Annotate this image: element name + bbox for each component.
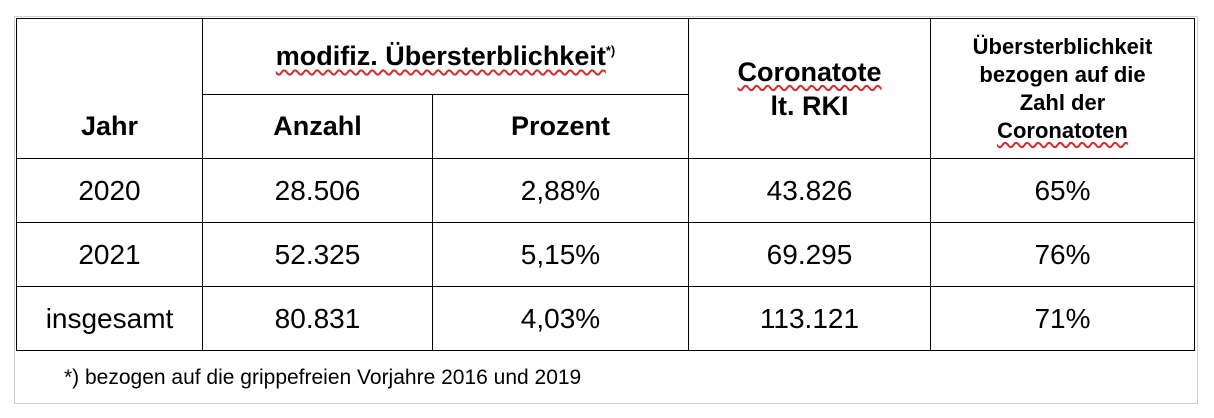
footnote-marker: *) <box>605 43 616 58</box>
coronatote-title: Coronatote <box>737 56 882 87</box>
prozent-cell: 5,15% <box>432 222 689 287</box>
anteil-cell: 76% <box>930 222 1195 287</box>
footnote: *) bezogen auf die grippefreien Vorjahre… <box>64 366 582 389</box>
prozent-header: Prozent <box>432 94 689 159</box>
uebersterblichkeit-header: Übersterblichkeit bezogen auf die Zahl d… <box>930 18 1195 159</box>
coronatote-header: Coronatote lt. RKI <box>688 18 931 159</box>
coronatote-subtitle: lt. RKI <box>770 90 849 121</box>
anteil-cell: 65% <box>930 158 1195 223</box>
header-row-2: Jahr Anzahl Prozent <box>16 94 1195 159</box>
data-table: modifiz. Übersterblichkeit*) Coronatote … <box>16 18 1195 351</box>
anzahl-cell: 80.831 <box>202 286 433 351</box>
jahr-cell: 2020 <box>16 158 203 223</box>
jahr-header: Jahr <box>16 94 203 159</box>
jahr-cell: insgesamt <box>16 286 203 351</box>
coronatote-cell: 69.295 <box>688 222 931 287</box>
anzahl-cell: 28.506 <box>202 158 433 223</box>
coronatote-cell: 43.826 <box>688 158 931 223</box>
prozent-cell: 2,88% <box>432 158 689 223</box>
empty-corner-cell <box>16 18 203 95</box>
anzahl-header: Anzahl <box>202 94 433 159</box>
anzahl-cell: 52.325 <box>202 222 433 287</box>
uebersterblichkeit-line3: Zahl der <box>1019 89 1106 115</box>
prozent-cell: 4,03% <box>432 286 689 351</box>
table-row: insgesamt 80.831 4,03% 113.121 71% <box>16 286 1195 351</box>
uebersterblichkeit-line4: Coronatoten <box>997 117 1128 143</box>
anteil-cell: 71% <box>930 286 1195 351</box>
table-row: 2021 52.325 5,15% 69.295 76% <box>16 222 1195 287</box>
uebersterblichkeit-line2: bezogen auf die <box>979 61 1146 87</box>
col-group-title: modifiz. Übersterblichkeit <box>275 41 606 71</box>
header-row-1: modifiz. Übersterblichkeit*) Coronatote … <box>16 18 1195 159</box>
table-frame <box>14 16 1198 404</box>
coronatote-cell: 113.121 <box>688 286 931 351</box>
col-group-header: modifiz. Übersterblichkeit*) <box>202 18 689 95</box>
uebersterblichkeit-line1: Übersterblichkeit <box>972 33 1153 59</box>
jahr-cell: 2021 <box>16 222 203 287</box>
table-row: 2020 28.506 2,88% 43.826 65% <box>16 158 1195 223</box>
